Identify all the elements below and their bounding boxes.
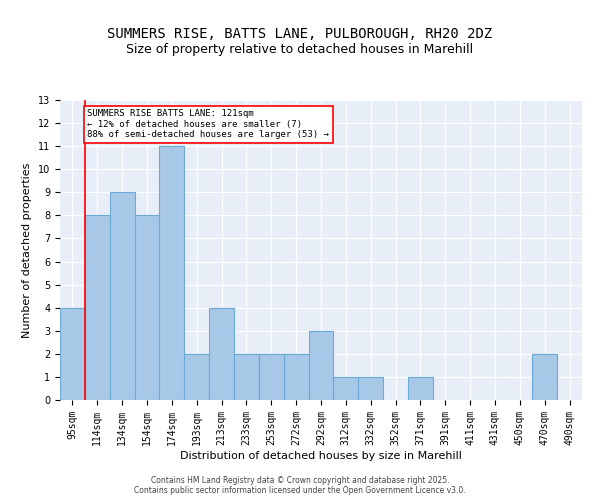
Bar	[60, 308, 85, 400]
Bar	[284, 354, 308, 400]
Bar	[334, 377, 358, 400]
Bar	[234, 354, 259, 400]
X-axis label: Distribution of detached houses by size in Marehill: Distribution of detached houses by size …	[180, 450, 462, 460]
Bar	[209, 308, 234, 400]
Text: Size of property relative to detached houses in Marehill: Size of property relative to detached ho…	[127, 42, 473, 56]
Text: SUMMERS RISE, BATTS LANE, PULBOROUGH, RH20 2DZ: SUMMERS RISE, BATTS LANE, PULBOROUGH, RH…	[107, 28, 493, 42]
Bar	[308, 331, 334, 400]
Bar	[358, 377, 383, 400]
Bar	[85, 216, 110, 400]
Bar	[160, 146, 184, 400]
Bar	[110, 192, 134, 400]
Bar	[259, 354, 284, 400]
Text: SUMMERS RISE BATTS LANE: 121sqm
← 12% of detached houses are smaller (7)
88% of : SUMMERS RISE BATTS LANE: 121sqm ← 12% of…	[88, 109, 329, 139]
Bar	[184, 354, 209, 400]
Bar	[134, 216, 160, 400]
Text: Contains HM Land Registry data © Crown copyright and database right 2025.
Contai: Contains HM Land Registry data © Crown c…	[134, 476, 466, 495]
Bar	[408, 377, 433, 400]
Y-axis label: Number of detached properties: Number of detached properties	[22, 162, 32, 338]
Bar	[532, 354, 557, 400]
